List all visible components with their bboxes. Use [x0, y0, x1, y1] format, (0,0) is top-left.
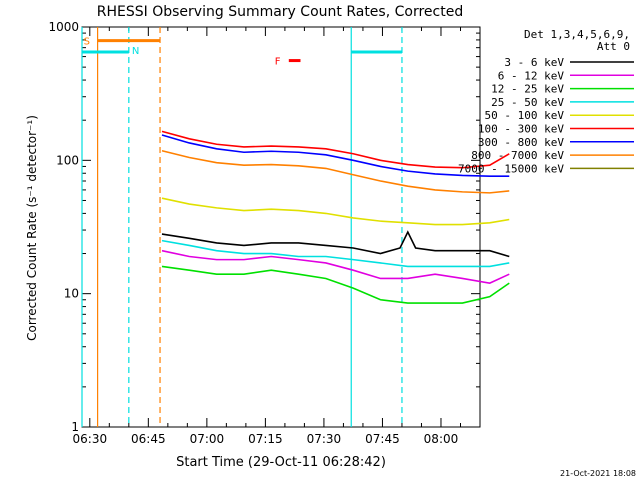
- attenuator-state-label: S: [84, 37, 90, 48]
- x-tick-label: 06:30: [73, 432, 108, 446]
- series-line: [161, 197, 510, 226]
- x-tick-label: 06:45: [131, 432, 166, 446]
- y-axis-label: Corrected Count Rate (s⁻¹ detector⁻¹): [25, 115, 39, 341]
- state-markers: N S F: [81, 27, 403, 427]
- x-tick-label: 07:30: [307, 432, 342, 446]
- y-tick-label: 100: [56, 153, 79, 167]
- series-line: [161, 134, 510, 178]
- series-line: [161, 230, 510, 258]
- x-tick-label: 07:45: [365, 432, 400, 446]
- legend-entry-label: 100 - 300 keV: [478, 123, 564, 136]
- y-tick-label: 10: [64, 287, 79, 301]
- legend-entry-label: 50 - 100 keV: [485, 109, 565, 122]
- series-line: [161, 249, 510, 284]
- legend-entry-label: 3 - 6 keV: [504, 56, 564, 69]
- legend-header: Att 0: [597, 40, 630, 53]
- series-line: [161, 239, 510, 268]
- x-tick-label: 07:00: [190, 432, 225, 446]
- y-tick-label: 1: [71, 420, 79, 434]
- legend-entry-label: 6 - 12 keV: [498, 69, 565, 82]
- x-tick-label: 07:15: [248, 432, 283, 446]
- footer-timestamp: 21-Oct-2021 18:08: [560, 469, 636, 478]
- legend-entry-label: 7000 - 15000 keV: [458, 162, 564, 175]
- series-line: [161, 149, 510, 194]
- legend-entry-label: 800 - 7000 keV: [471, 149, 564, 162]
- y-tick-label: 1000: [48, 20, 79, 34]
- plot-frame: [81, 26, 481, 428]
- legend-entry-label: 300 - 800 keV: [478, 136, 564, 149]
- x-axis: 06:30 06:45 07:00 07:15 07:30 07:45 08:00: [73, 27, 481, 446]
- data-series: [161, 130, 510, 304]
- series-line: [161, 130, 510, 169]
- legend-header: Det 1,3,4,5,6,9,: [524, 28, 630, 41]
- flare-marker-label: F: [275, 57, 281, 68]
- legend-entry-label: 25 - 50 keV: [491, 96, 564, 109]
- night-state-label: N: [132, 46, 139, 57]
- x-axis-label: Start Time (29-Oct-11 06:28:42): [176, 455, 386, 470]
- y-axis: 1 10 100 1000: [48, 20, 480, 434]
- x-tick-label: 08:00: [424, 432, 459, 446]
- series-line: [161, 265, 510, 304]
- legend-entry-label: 12 - 25 keV: [491, 83, 564, 96]
- chart-title: RHESSI Observing Summary Count Rates, Co…: [97, 4, 463, 20]
